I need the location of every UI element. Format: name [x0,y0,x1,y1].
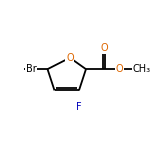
Text: F: F [76,102,82,112]
Text: O: O [100,43,108,53]
Text: O: O [66,53,74,63]
Text: O: O [116,64,123,74]
Text: Br: Br [26,64,37,74]
Text: CH₃: CH₃ [133,64,151,74]
